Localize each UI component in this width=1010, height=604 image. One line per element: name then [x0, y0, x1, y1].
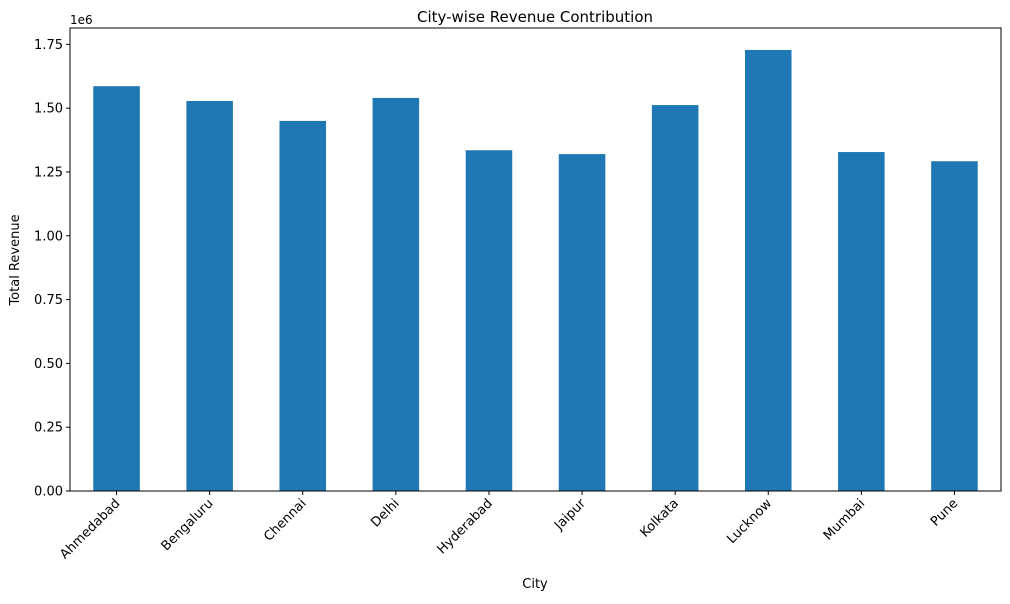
bar-hyderabad: [465, 150, 513, 491]
x-tick-label: Ahmedabad: [57, 496, 123, 562]
x-tick-label: Kolkata: [638, 496, 682, 540]
y-tick-label: 0.25: [34, 421, 63, 436]
bar-delhi: [372, 97, 420, 492]
bar-bengaluru: [186, 101, 233, 491]
bar-mumbai: [838, 152, 885, 492]
y-tick-label: 0.50: [34, 357, 63, 372]
bar-kolkata: [651, 105, 699, 491]
bars-layer: [93, 49, 978, 492]
y-offset-label: 1e6: [70, 13, 93, 27]
bar-jaipur: [558, 154, 606, 491]
bar-pune: [931, 161, 978, 492]
bar-ahmedabad: [93, 86, 140, 491]
y-axis: 0.00 0.25 0.50 0.75 1.00 1.25 1.50 1.75: [34, 38, 70, 500]
bar-lucknow: [744, 49, 792, 491]
x-tick-label: Jaipur: [551, 496, 589, 534]
y-tick-label: 1.00: [34, 229, 63, 244]
y-axis-label: Total Revenue: [8, 214, 23, 306]
y-tick-label: 0.75: [34, 293, 63, 308]
plot-frame: [69, 27, 1002, 492]
y-tick-label: 1.25: [34, 165, 63, 180]
x-axis: Ahmedabad Bengaluru Chennai Delhi Hyderabad J…: [57, 491, 961, 562]
x-tick-label: Mumbai: [821, 496, 868, 543]
y-tick-label: 1.50: [34, 102, 63, 117]
x-axis-label: City: [522, 577, 548, 592]
x-tick-label: Pune: [928, 496, 961, 529]
y-tick-label: 1.75: [34, 38, 63, 53]
y-tick-label: 0.00: [34, 485, 63, 500]
x-tick-label: Hyderabad: [435, 496, 496, 557]
bar-chennai: [279, 120, 327, 491]
x-tick-label: Lucknow: [724, 496, 775, 547]
chart-title: City-wise Revenue Contribution: [417, 8, 653, 26]
x-tick-label: Delhi: [368, 496, 402, 530]
x-tick-label: Bengaluru: [159, 496, 217, 554]
x-tick-label: Chennai: [261, 496, 309, 544]
